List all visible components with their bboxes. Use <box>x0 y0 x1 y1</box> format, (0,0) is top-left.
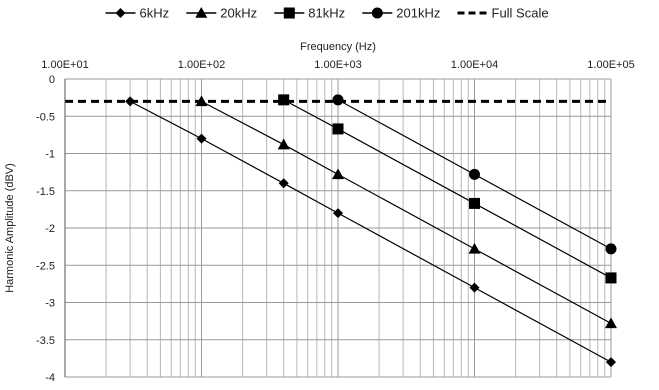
point-201khz <box>332 94 344 106</box>
point-81khz <box>605 272 617 284</box>
y-tick-label: -1.5 <box>36 186 55 198</box>
legend-item-81khz: 81kHz <box>274 6 345 21</box>
y-axis-title: Harmonic Amplitude (dBV) <box>4 163 16 293</box>
point-6khz <box>196 133 207 144</box>
y-tick-label: -3 <box>45 298 55 310</box>
axes: 0 -0.5 -1 -1.5 -2 -2.5 -3 -3.5 -4 1.00E+01 1.00E+0… <box>36 59 635 384</box>
x-axis-title: Frequency (Hz) <box>300 41 376 53</box>
point-81khz <box>469 197 480 209</box>
point-81khz <box>278 94 290 106</box>
y-tick-label: -2.5 <box>36 260 55 272</box>
legend-label: 6kHz <box>140 6 170 21</box>
legend-item-201khz: 201kHz <box>362 6 440 21</box>
series-line-20khz <box>201 100 612 324</box>
legend-label: Full Scale <box>492 6 549 21</box>
point-20khz <box>277 138 290 150</box>
point-201khz <box>469 168 480 180</box>
y-tick-label: -3.5 <box>36 335 55 347</box>
point-20khz <box>468 242 481 254</box>
x-tick-label: 1.00E+03 <box>314 59 361 71</box>
legend-label: 81kHz <box>308 6 345 21</box>
series-line-6khz <box>129 100 612 363</box>
x-tick-label: 1.00E+02 <box>178 59 225 71</box>
point-6khz <box>469 282 480 293</box>
legend-marker-circle <box>371 7 383 19</box>
series-line-81khz <box>283 99 612 279</box>
legend: 6kHz 20kHz 81kHz 201kHz Full Scale <box>105 6 549 21</box>
point-201khz <box>605 243 617 255</box>
y-tick-label: -1 <box>45 149 55 161</box>
point-20khz <box>332 168 344 180</box>
point-6khz <box>606 357 616 368</box>
legend-label: 20kHz <box>220 6 257 21</box>
y-tick-label: 0 <box>49 74 55 86</box>
legend-item-full-scale: Full Scale <box>457 6 549 21</box>
y-tick-label: -2 <box>45 223 55 235</box>
legend-item-6khz: 6kHz <box>105 6 170 21</box>
point-20khz <box>605 317 617 329</box>
legend-marker-triangle <box>195 7 208 18</box>
legend-marker-square <box>283 7 295 19</box>
point-20khz <box>195 95 208 107</box>
point-6khz <box>125 96 136 107</box>
legend-label: 201kHz <box>396 6 440 21</box>
y-tick-label: -4 <box>45 372 55 384</box>
x-tick-label: 1.00E+01 <box>41 59 88 71</box>
y-tick-label: -0.5 <box>36 111 55 123</box>
series-markers <box>125 94 617 368</box>
x-tick-label: 1.00E+04 <box>451 59 498 71</box>
legend-marker-diamond <box>115 8 126 18</box>
grid <box>64 78 612 378</box>
point-81khz <box>332 123 344 135</box>
x-tick-label: 1.00E+05 <box>587 59 634 71</box>
point-6khz <box>278 178 289 189</box>
legend-item-20khz: 20kHz <box>186 6 257 21</box>
point-6khz <box>333 208 343 219</box>
